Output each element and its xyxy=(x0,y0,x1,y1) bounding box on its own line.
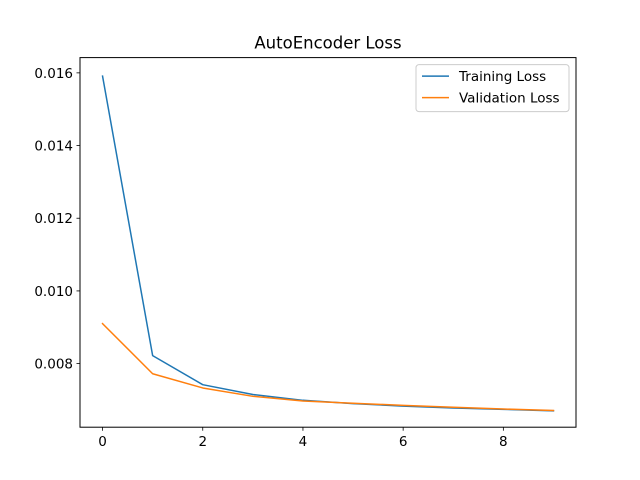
legend-label: Validation Loss xyxy=(459,91,560,107)
legend-label: Training Loss xyxy=(458,69,546,85)
y-tick-label: 0.014 xyxy=(34,139,73,155)
x-axis: 0 2 4 6 8 xyxy=(98,427,508,450)
x-tick-label: 4 xyxy=(299,434,308,450)
y-tick-label: 0.012 xyxy=(34,211,73,227)
series-layer xyxy=(101,75,555,412)
plot-frame xyxy=(79,57,577,428)
y-tick-label: 0.010 xyxy=(34,284,73,300)
x-tick-label: 0 xyxy=(98,434,107,450)
series-line-validation-loss xyxy=(101,322,555,412)
y-tick-label: 0.016 xyxy=(34,66,73,82)
legend-box xyxy=(415,64,570,113)
legend: Training Loss Validation Loss xyxy=(415,64,570,113)
y-tick-label: 0.008 xyxy=(34,357,73,373)
x-tick-label: 6 xyxy=(399,434,408,450)
x-tick-label: 2 xyxy=(198,434,207,450)
x-tick-label: 8 xyxy=(499,434,508,450)
y-axis: 0.008 0.010 0.012 0.014 0.016 xyxy=(34,66,80,373)
chart-title: AutoEncoder Loss xyxy=(254,34,401,53)
